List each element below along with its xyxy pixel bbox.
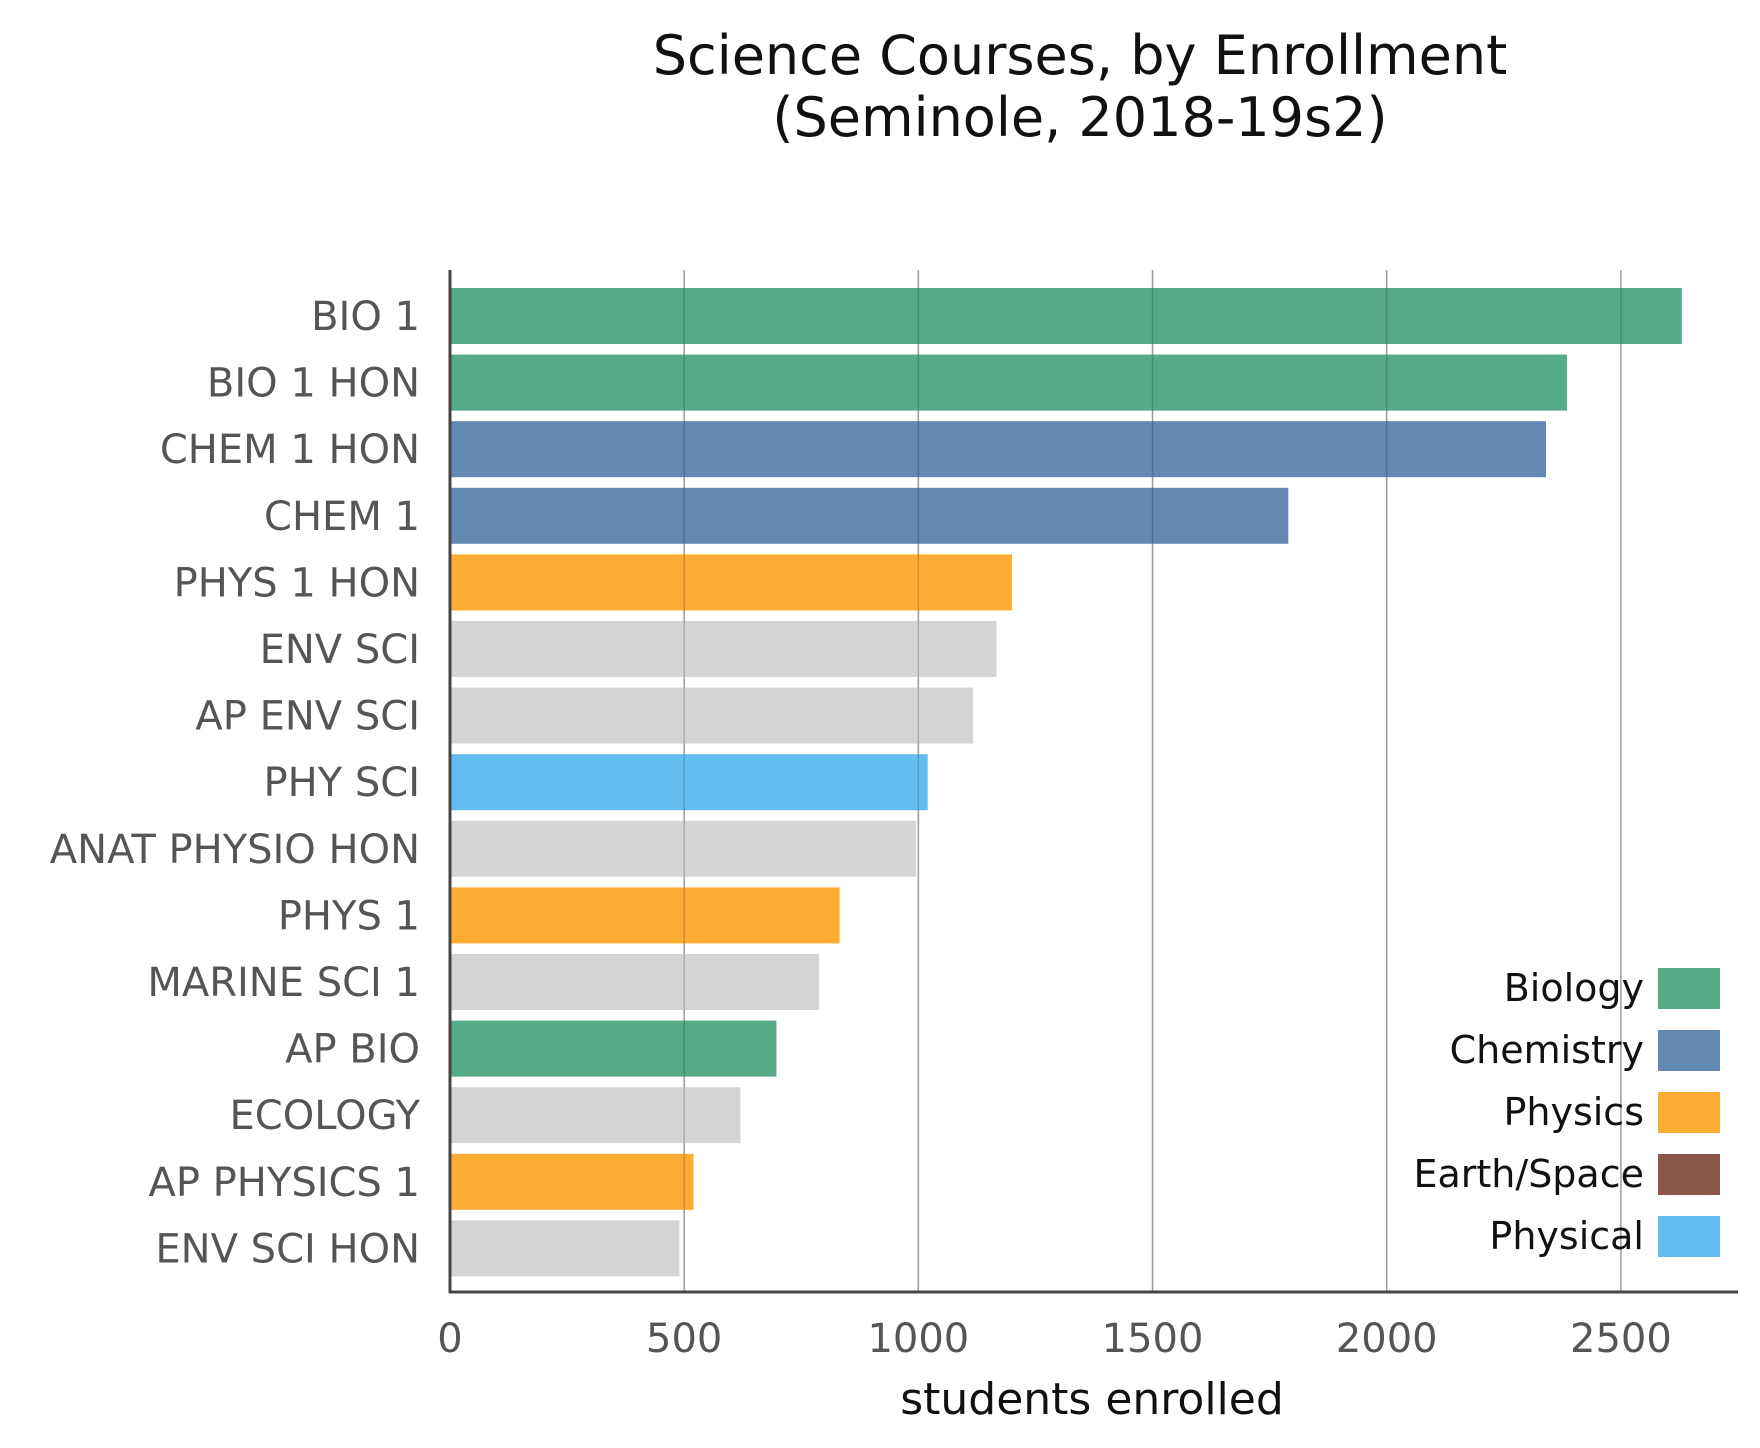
bar xyxy=(450,687,974,744)
y-tick-label: ENV SCI HON xyxy=(155,1226,420,1272)
bar xyxy=(450,354,1568,411)
x-tick-label: 0 xyxy=(437,1316,462,1362)
x-tick-labels: 0 500 1000 1500 2000 2500 xyxy=(437,1316,1672,1362)
y-tick-label: CHEM 1 HON xyxy=(160,427,420,473)
y-tick-label: BIO 1 HON xyxy=(207,361,420,407)
y-tick-label: CHEM 1 xyxy=(264,494,420,540)
bar xyxy=(450,487,1289,544)
bar xyxy=(450,621,997,677)
y-tick-label: AP ENV SCI xyxy=(195,694,420,740)
chart-title-line-2: (Seminole, 2018-19s2) xyxy=(772,86,1387,149)
x-tick-label: 500 xyxy=(646,1316,722,1362)
legend-label: Physical xyxy=(1489,1214,1644,1258)
chart-title-line-1: Science Courses, by Enrollment xyxy=(653,24,1508,87)
legend-swatch xyxy=(1658,1092,1720,1133)
y-tick-label: ANAT PHYSIO HON xyxy=(50,827,420,873)
y-tick-label: BIO 1 xyxy=(311,294,420,340)
bar xyxy=(450,820,917,877)
legend-swatch xyxy=(1658,1154,1720,1195)
bar xyxy=(450,754,928,811)
bar xyxy=(450,1087,741,1144)
legend: Biology Chemistry Physics Earth/Space Physic… xyxy=(1413,966,1720,1258)
y-tick-label: ECOLOGY xyxy=(230,1093,421,1139)
axes xyxy=(448,270,1738,1294)
legend-label: Earth/Space xyxy=(1413,1152,1644,1196)
bar xyxy=(450,288,1682,344)
y-tick-label: MARINE SCI 1 xyxy=(147,960,420,1006)
legend-swatch xyxy=(1658,968,1720,1009)
y-tick-label: PHY SCI xyxy=(264,760,420,806)
x-tick-label: 2500 xyxy=(1570,1316,1672,1362)
bar xyxy=(450,1220,680,1277)
bar xyxy=(450,1153,694,1210)
y-tick-label: PHYS 1 HON xyxy=(174,560,420,606)
y-tick-label: ENV SCI xyxy=(260,627,420,673)
y-tick-label: AP BIO xyxy=(285,1027,420,1073)
x-tick-label: 2000 xyxy=(1336,1316,1438,1362)
y-tick-labels: BIO 1 BIO 1 HON CHEM 1 HON CHEM 1 PHYS 1 HON… xyxy=(50,294,421,1272)
bar xyxy=(450,1020,777,1077)
bar xyxy=(450,887,840,944)
legend-label: Chemistry xyxy=(1450,1028,1644,1072)
y-tick-label: AP PHYSICS 1 xyxy=(148,1160,420,1206)
x-tick-label: 1000 xyxy=(867,1316,969,1362)
bar xyxy=(450,954,820,1010)
chart-title: Science Courses, by Enrollment (Seminole… xyxy=(653,24,1508,149)
bar xyxy=(450,554,1013,611)
grid-overlay xyxy=(683,270,1622,1292)
x-tick-label: 1500 xyxy=(1102,1316,1204,1362)
legend-swatch xyxy=(1658,1030,1720,1071)
y-tick-label: PHYS 1 xyxy=(278,893,420,939)
bars xyxy=(450,288,1682,1277)
bar xyxy=(450,421,1546,478)
legend-label: Physics xyxy=(1503,1090,1644,1134)
legend-swatch xyxy=(1658,1216,1720,1257)
legend-label: Biology xyxy=(1504,966,1644,1010)
x-axis-label: students enrolled xyxy=(900,1374,1284,1425)
